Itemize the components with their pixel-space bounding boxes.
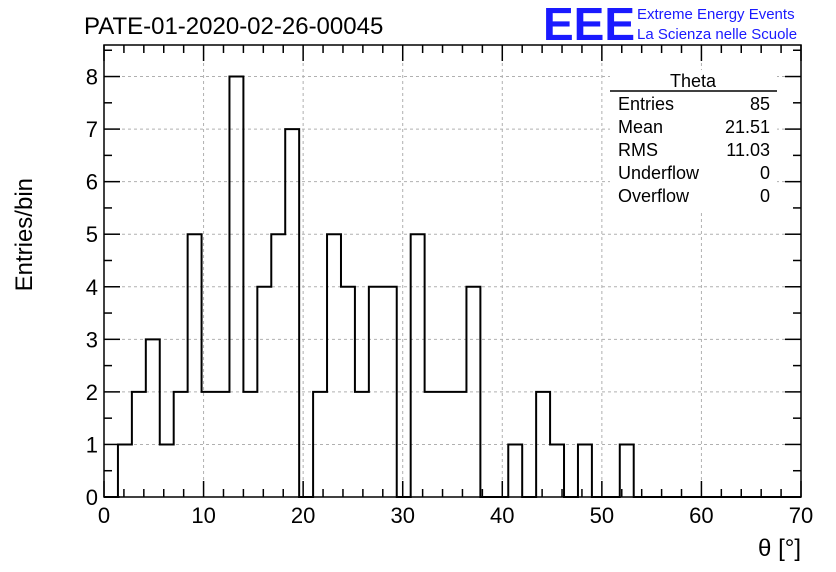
x-tick-label: 20 [291, 503, 315, 528]
axis-ticks [103, 45, 802, 498]
stats-value-mean: 21.51 [725, 117, 770, 137]
x-tick-label: 50 [590, 503, 614, 528]
stats-label-rms: RMS [618, 140, 658, 160]
logo-line-2: La Scienza nelle Scuole [637, 26, 797, 43]
stats-label-overflow: Overflow [618, 186, 690, 206]
logo-line-1: Extreme Energy Events [637, 6, 795, 23]
stats-value-entries: 85 [750, 94, 770, 114]
y-tick-label: 3 [86, 327, 98, 352]
stats-box-background [610, 70, 777, 212]
y-tick-label: 2 [86, 380, 98, 405]
stats-label-mean: Mean [618, 117, 663, 137]
plot-frame [103, 44, 802, 498]
y-axis-label: Entries/bin [11, 178, 38, 291]
chart-title: PATE-01-2020-02-26-00045 [84, 13, 383, 40]
y-tick-labels: 0 1 2 3 4 5 6 7 8 [86, 65, 98, 510]
y-tick-label: 6 [86, 170, 98, 195]
x-axis-label: θ [°] [758, 535, 801, 562]
stats-label-underflow: Underflow [618, 163, 700, 183]
y-tick-label: 4 [86, 275, 98, 300]
x-tick-label: 60 [689, 503, 713, 528]
y-tick-label: 5 [86, 222, 98, 247]
stats-box: Theta Entries 85 Mean 21.51 RMS 11.03 Un… [610, 70, 777, 212]
stats-name: Theta [670, 71, 717, 91]
x-tick-label: 0 [98, 503, 110, 528]
x-tick-label: 30 [390, 503, 414, 528]
x-tick-label: 70 [789, 503, 813, 528]
eee-logo: EEE Extreme Energy Events La Scienza nel… [543, 0, 797, 50]
x-tick-label: 10 [191, 503, 215, 528]
x-tick-labels: 0 10 20 30 40 50 60 70 [98, 503, 813, 528]
stats-value-underflow: 0 [760, 163, 770, 183]
y-tick-label: 8 [86, 65, 98, 90]
y-tick-label: 0 [86, 485, 98, 510]
stats-value-rms: 11.03 [726, 140, 770, 160]
stats-label-entries: Entries [618, 94, 674, 114]
y-tick-label: 1 [86, 432, 98, 457]
stats-value-overflow: 0 [760, 186, 770, 206]
x-tick-label: 40 [490, 503, 514, 528]
y-tick-label: 7 [86, 117, 98, 142]
logo-mark: EEE [543, 0, 635, 50]
